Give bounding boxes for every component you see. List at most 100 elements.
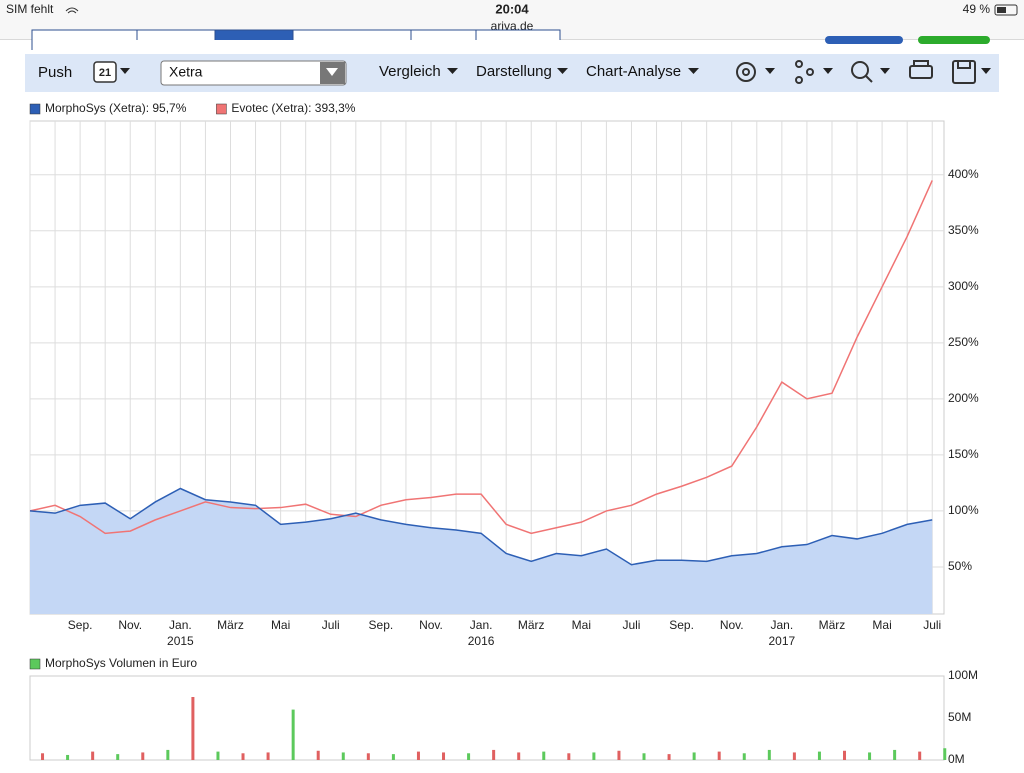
y-tick-label: 50M [948,710,971,724]
battery-text: 49 % [963,2,991,16]
volume-bar [667,754,671,760]
battery-icon [994,4,1018,16]
wifi-icon [65,7,79,14]
y-tick-label: 350% [948,223,979,237]
x-tick-label: Jan. 2016 [468,618,495,648]
x-tick-label: Sep. [369,618,394,632]
calendar-day: 21 [99,67,111,79]
x-tick-label: Nov. [118,618,142,632]
volume-bar [266,752,270,760]
volume-bar [341,752,345,760]
tab-clip [0,40,1024,50]
x-tick-label: März [819,618,846,632]
dropdown-arrow [557,68,568,74]
menu-chart-analyse[interactable]: Chart-Analyse [586,63,681,80]
volume-bar [517,752,521,760]
volume-bar [316,750,320,760]
legend-label: MorphoSys Volumen in Euro [45,656,197,670]
x-tick-label: Mai [572,618,591,632]
button-blue[interactable] [825,36,903,44]
volume-bar [141,752,145,760]
y-tick-label: 50% [948,559,972,573]
volume-bar [717,751,721,760]
x-tick-label: Sep. [669,618,694,632]
volume-bar [166,749,170,760]
x-tick-label: Juli [622,618,640,632]
x-tick-label: Nov. [419,618,443,632]
calendar-icon[interactable] [93,61,117,83]
volume-bar [442,752,446,760]
volume-bar [241,753,245,760]
menu-vergleich[interactable]: Vergleich [379,63,441,80]
volume-bar [843,750,847,760]
carrier: SIM fehlt [6,2,54,16]
button-green[interactable] [918,36,990,44]
x-tick-label: Nov. [720,618,744,632]
volume-bar [291,709,295,760]
volume-bar [191,697,195,760]
y-tick-label: 250% [948,335,979,349]
dropdown-arrow [120,68,130,74]
zoom-handle [865,75,873,83]
volume-bar [391,754,395,760]
push-button[interactable]: Push [38,64,72,81]
share-icon[interactable] [795,60,803,68]
y-tick-label: 300% [948,279,979,293]
share-node [795,76,803,84]
volume-bar [943,748,947,760]
volume-bar [592,752,596,760]
volume-bar [66,754,70,760]
volume-bar [692,752,696,760]
volume-bar [817,751,821,760]
x-tick-label: Sep. [68,618,93,632]
volume-bar [642,753,646,760]
clock: 20:04 [495,1,529,16]
volume-bar [792,752,796,760]
x-tick-label: Mai [872,618,891,632]
y-tick-label: 100M [948,668,978,682]
legend-swatch [216,103,227,115]
volume-bar [41,753,45,760]
x-tick-label: Mai [271,618,290,632]
y-tick-label: 200% [948,391,979,405]
dropdown-arrow [688,68,699,74]
volume-bar [91,751,95,760]
volume-bar [742,753,746,760]
battery-level [997,7,1006,13]
toolbar-icons [736,60,976,84]
exchange-select[interactable] [160,60,347,86]
print-paper [913,60,929,67]
volume-bar [467,753,471,760]
volume-frame [29,675,945,761]
y-tick-label: 150% [948,447,979,461]
x-tick-label: Juli [923,618,941,632]
volume-bar [868,752,872,760]
legend-label: MorphoSys (Xetra): 95,7% [45,101,187,115]
select-arrow [326,68,338,76]
volume-bar [416,751,420,760]
volume-bar [492,749,496,760]
line [29,180,933,535]
menu-darstellung[interactable]: Darstellung [476,63,552,80]
x-tick-label: Jan. 2017 [768,618,795,648]
settings-icon[interactable] [736,62,756,82]
volume-bar [366,753,370,760]
y-tick-label: 100% [948,503,979,517]
settings-icon-center [742,68,750,76]
share-node [806,68,814,76]
volume-bar [567,753,571,760]
zoom-icon[interactable] [851,61,869,79]
x-tick-label: März [217,618,244,632]
save-shutter [957,60,971,69]
area [30,488,933,614]
exchange-value: Xetra [169,64,203,80]
volume-bar [767,749,771,760]
volume-bar [116,754,120,760]
dropdown-arrow [447,68,458,74]
volume-bar [542,751,546,760]
legend-swatch [29,658,41,670]
volume-bar [918,751,922,760]
y-tick-label: 400% [948,167,979,181]
